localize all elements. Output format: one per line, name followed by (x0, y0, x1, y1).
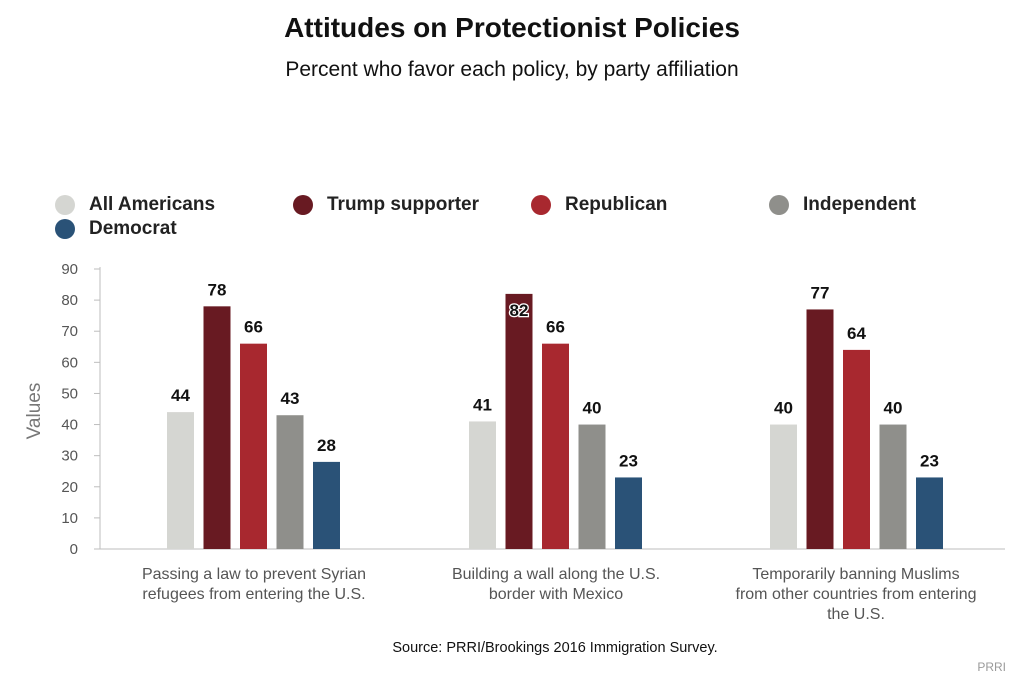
legend-label: Democrat (89, 218, 177, 239)
x-category-label-line: Building a wall along the U.S. (451, 566, 661, 583)
data-label: 66 (244, 318, 263, 337)
bar (167, 412, 194, 549)
y-tick-label: 20 (61, 479, 78, 496)
y-tick-label: 90 (61, 261, 78, 278)
bar (203, 306, 231, 549)
data-label: 78 (208, 280, 227, 299)
y-tick-label: 60 (61, 354, 78, 371)
data-label: 28 (317, 436, 336, 455)
bar (313, 461, 340, 549)
x-category-label: Temporarily banning Muslims from other co… (706, 565, 1006, 625)
data-label: 43 (281, 389, 300, 408)
y-tick-label: 80 (61, 292, 78, 309)
x-category-label-line: Temporarily banning Muslims (752, 566, 960, 583)
y-tick-label: 30 (61, 448, 78, 465)
bar (879, 424, 907, 549)
bar (770, 424, 797, 549)
data-label: 40 (583, 399, 602, 418)
data-label: 77 (811, 283, 830, 302)
legend-swatch (293, 195, 313, 215)
legend-item-republican: Republican (531, 194, 667, 216)
data-label: 66 (546, 318, 565, 337)
source-note: Source: PRRI/Brookings 2016 Immigration … (392, 640, 718, 656)
y-tick-label: 50 (61, 385, 78, 402)
data-label: 23 (920, 451, 939, 470)
y-tick-label: 40 (61, 417, 78, 434)
bar (578, 424, 606, 549)
legend-swatch (55, 219, 75, 239)
chart-title: Attitudes on Protectionist Policies (284, 12, 740, 43)
bar (916, 477, 943, 549)
legend-label: All Americans (89, 194, 216, 215)
legend-swatch (531, 195, 551, 215)
legend-label: Republican (565, 194, 668, 215)
data-label: 82 (510, 301, 529, 320)
data-label: 44 (171, 386, 190, 405)
legend-item-democrat: Democrat (55, 218, 177, 240)
x-category-label-line: Passing a law to prevent Syrian (141, 566, 367, 583)
data-label: 41 (473, 395, 492, 414)
x-category-label-line: the U.S. (827, 606, 885, 623)
credit: PRRI (977, 660, 1006, 674)
chart-subtitle: Percent who favor each policy, by party … (285, 58, 739, 81)
legend-swatch (55, 195, 75, 215)
bar (276, 415, 304, 549)
y-tick-label: 70 (61, 323, 78, 340)
bar (806, 309, 834, 549)
y-tick-label: 0 (70, 541, 78, 558)
legend-item-independent: Independent (769, 194, 916, 216)
x-category-label-line: border with Mexico (488, 586, 624, 603)
data-label: 64 (847, 324, 866, 343)
legend-label: Independent (803, 194, 916, 215)
bar (469, 421, 496, 549)
x-category-label-line: from other countries from entering (735, 586, 977, 603)
legend-item-all-americans: All Americans (55, 194, 215, 216)
bar (240, 343, 267, 549)
x-category-label: Building a wall along the U.S. border wit… (406, 565, 706, 605)
legend-item-trump-supporter: Trump supporter (293, 194, 479, 216)
data-label: 40 (774, 399, 793, 418)
y-axis-title: Values (24, 383, 45, 440)
data-label: 40 (884, 399, 903, 418)
bar (542, 343, 569, 549)
legend-swatch (769, 195, 789, 215)
legend-label: Trump supporter (327, 194, 480, 215)
y-tick-label: 10 (61, 510, 78, 527)
x-category-label: Passing a law to prevent Syrian refugees … (104, 565, 404, 605)
x-category-label-line: refugees from entering the U.S. (142, 586, 366, 603)
bar (615, 477, 642, 549)
data-label: 23 (619, 451, 638, 470)
bar (505, 293, 533, 549)
bar (843, 349, 870, 549)
